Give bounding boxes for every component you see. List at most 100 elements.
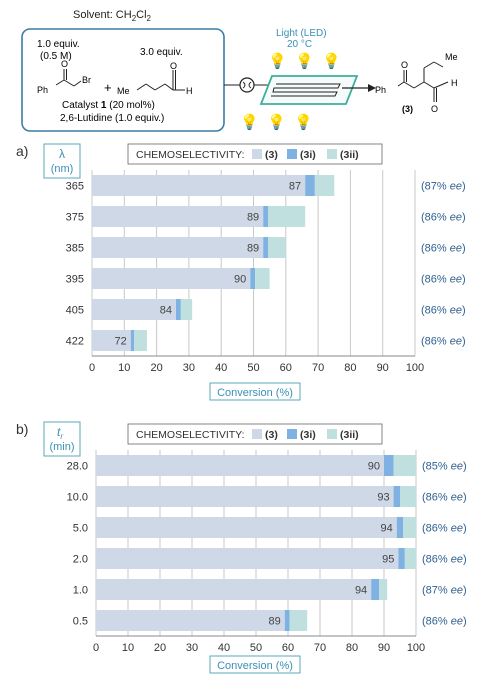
plot-area-b: 0 10 20 30 40 50 60 70 80 90 100 28.0 90 (85% ee) 10.0… (67, 450, 467, 654)
bar-segment-series-1 (263, 237, 269, 258)
x-tick-label: 90 (377, 362, 389, 374)
product-methyl: Me (445, 52, 458, 62)
legend-title: CHEMOSELECTIVITY: (136, 149, 245, 161)
ee-label: (85% ee) (422, 461, 467, 473)
ee-label: (86% ee) (421, 212, 466, 224)
bar-data-label: 95 (382, 554, 394, 566)
bar-data-label: 89 (247, 243, 259, 255)
y-axis-title-box (43, 143, 81, 179)
x-tick-label: 70 (314, 642, 326, 654)
bulb-icon: 💡 (322, 52, 341, 70)
legend-label-3i: (3i) (300, 429, 316, 441)
bar-segment-series-0 (92, 268, 251, 289)
y-tick-label: 28.0 (67, 461, 88, 473)
reagent2-hydrogen: H (186, 86, 193, 96)
reagent1-oxygen: O (61, 59, 68, 69)
legend-swatch-3ii (327, 149, 337, 159)
ee-label: (86% ee) (421, 336, 466, 348)
y-axis-title: tr (57, 425, 63, 441)
x-tick-label: 0 (93, 642, 99, 654)
reagent1-bromine: Br (82, 75, 91, 85)
legend-swatch-3 (252, 149, 262, 159)
product-phenyl: Ph (375, 85, 386, 95)
light-label: Light (LED) (276, 28, 327, 39)
legend-swatch-3i (287, 429, 297, 439)
legend-swatch-3 (252, 429, 262, 439)
butanal-structure (136, 70, 185, 91)
x-tick-label: 40 (218, 642, 230, 654)
bar-segment-series-2 (400, 486, 416, 507)
panel-label-a: a) (16, 143, 28, 159)
x-tick-label: 30 (186, 642, 198, 654)
bar-data-label: 90 (368, 461, 380, 473)
bar-segment-series-2 (314, 175, 335, 196)
x-axis-title-box (209, 382, 301, 401)
bar-data-label: 89 (247, 212, 259, 224)
bar-segment-series-2 (393, 455, 416, 476)
pump-icon (239, 77, 255, 93)
bar-data-label: 94 (381, 523, 393, 535)
bar-data-label: 84 (160, 305, 172, 317)
y-tick-label: 405 (66, 305, 84, 317)
bar-segment-series-1 (175, 299, 181, 320)
y-axis-unit: (min) (49, 441, 74, 453)
x-tick-label: 80 (344, 362, 356, 374)
x-tick-label: 10 (118, 362, 130, 374)
x-tick-label: 50 (247, 362, 259, 374)
bar-segment-series-1 (250, 268, 256, 289)
solvent-label: Solvent: CH2Cl2 (73, 9, 152, 23)
plus-sign: + (104, 80, 112, 95)
ee-label: (86% ee) (422, 554, 467, 566)
legend-label-3ii: (3ii) (340, 429, 359, 441)
ee-label: (87% ee) (422, 585, 467, 597)
plot-area-a: 0 10 20 30 40 50 60 70 80 90 100 365 87 (87% ee) 375 89… (66, 170, 466, 374)
bar-segment-series-0 (92, 299, 176, 320)
x-tick-label: 100 (406, 362, 424, 374)
bar-segment-series-2 (180, 299, 193, 320)
ee-label: (86% ee) (421, 274, 466, 286)
bar-segment-series-2 (289, 610, 308, 631)
y-tick-label: 422 (66, 336, 84, 348)
y-tick-label: 395 (66, 274, 84, 286)
bar-segment-series-0 (96, 455, 384, 476)
ee-label: (87% ee) (421, 181, 466, 193)
legend-swatch-3ii (327, 429, 337, 439)
reagent2-methyl: Me (117, 86, 130, 96)
bar-segment-series-1 (263, 206, 269, 227)
x-tick-label: 40 (215, 362, 227, 374)
legend: CHEMOSELECTIVITY: (3) (3i) (3ii) (127, 423, 383, 445)
bar-segment-series-1 (398, 548, 405, 569)
ee-label: (86% ee) (422, 616, 467, 628)
y-axis-title-box (43, 421, 81, 457)
bar-segment-series-2 (379, 579, 388, 600)
y-tick-label: 10.0 (67, 492, 88, 504)
reagents-box (21, 28, 225, 132)
x-axis-title: Conversion (%) (217, 660, 293, 672)
bulb-icon: 💡 (295, 52, 314, 70)
ee-label: (86% ee) (421, 243, 466, 255)
x-tick-label: 30 (183, 362, 195, 374)
reactor-coil (271, 83, 341, 97)
chart-b-residence-time: b) tr (min) CHEMOSELECTIVITY: (3) (3i) (… (16, 421, 467, 674)
bar-segment-series-1 (384, 455, 394, 476)
x-tick-label: 10 (122, 642, 134, 654)
bar-data-label: 93 (377, 492, 389, 504)
y-tick-label: 2.0 (73, 554, 88, 566)
bar-segment-series-2 (268, 206, 306, 227)
reagent2-oxygen: O (170, 61, 177, 71)
x-tick-label: 90 (378, 642, 390, 654)
x-axis-title: Conversion (%) (217, 387, 293, 399)
x-tick-label: 70 (312, 362, 324, 374)
y-axis-title: λ (59, 147, 65, 161)
bar-data-label: 72 (115, 336, 127, 348)
reagent2-equiv: 3.0 equiv. (140, 47, 183, 58)
bulb-icon: 💡 (267, 113, 286, 131)
panel-label-b: b) (16, 421, 28, 437)
product-id: (3) (402, 104, 413, 114)
bulb-icon: 💡 (240, 113, 259, 131)
legend: CHEMOSELECTIVITY: (3) (3i) (3ii) (127, 143, 383, 165)
legend-title: CHEMOSELECTIVITY: (136, 429, 245, 441)
y-axis-unit: (nm) (51, 163, 74, 175)
x-tick-label: 100 (407, 642, 425, 654)
bar-segment-series-0 (92, 175, 306, 196)
